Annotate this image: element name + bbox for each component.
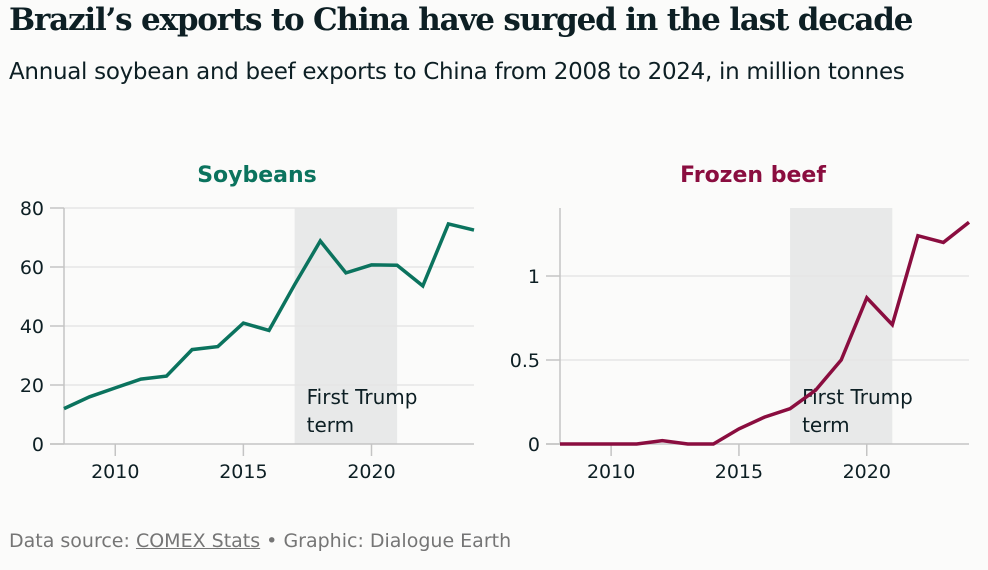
data-point (216, 345, 220, 349)
footer: Data source: COMEX Stats • Graphic: Dial… (9, 530, 511, 552)
data-point (421, 284, 425, 288)
data-point (763, 415, 767, 419)
data-point (293, 283, 297, 287)
x-tick-label: 2010 (91, 461, 139, 483)
data-point (318, 239, 322, 243)
series-line (560, 220, 971, 446)
data-point (686, 442, 690, 446)
data-point (788, 407, 792, 411)
data-point (558, 442, 562, 446)
data-point (814, 388, 818, 392)
data-point (267, 328, 271, 332)
y-tick-label: 0 (32, 434, 44, 456)
data-point (967, 220, 971, 224)
data-point (472, 228, 476, 232)
data-point (737, 427, 741, 431)
data-point (395, 263, 399, 267)
credit: Graphic: Dialogue Earth (283, 530, 512, 552)
data-point (190, 348, 194, 352)
data-point (113, 386, 117, 390)
y-tick-label: 80 (20, 198, 44, 220)
data-point (241, 321, 245, 325)
y-tick-label: 20 (20, 375, 44, 397)
shaded-region (790, 208, 893, 444)
data-point (941, 240, 945, 244)
data-point (88, 395, 92, 399)
annotation-label: term (802, 413, 850, 437)
data-point (609, 442, 613, 446)
x-tick-label: 2020 (843, 461, 891, 483)
source-link[interactable]: COMEX Stats (135, 530, 261, 552)
panel-title: Frozen beef (680, 163, 826, 188)
data-point (711, 442, 715, 446)
data-point (344, 271, 348, 275)
chart-subtitle: Annual soybean and beef exports to China… (9, 59, 905, 85)
chart-title: Brazil’s exports to China have surged in… (9, 2, 913, 38)
x-tick-label: 2010 (587, 461, 635, 483)
data-point (62, 407, 66, 411)
y-tick-label: 0.5 (510, 350, 540, 372)
charts-area: Soybeans 0 20 40 60 80 2010 2015 2020 First Trump… (20, 163, 971, 483)
x-tick-label: 2015 (715, 461, 763, 483)
data-point (584, 442, 588, 446)
annotation-label: term (307, 413, 355, 437)
y-tick-label: 40 (20, 316, 44, 338)
y-tick-label: 60 (20, 257, 44, 279)
data-point (635, 442, 639, 446)
series-line (63, 221, 475, 411)
data-point (839, 358, 843, 362)
x-tick-label: 2020 (347, 461, 395, 483)
data-point (139, 377, 143, 381)
data-point (660, 439, 664, 443)
data-point (865, 296, 869, 300)
y-tick-label: 1 (528, 266, 540, 288)
x-tick-label: 2015 (219, 461, 267, 483)
annotation-label: First Trump (307, 385, 418, 409)
data-point (370, 263, 374, 267)
annotation-label: First Trump (802, 385, 913, 409)
panel-frozen-beef: Frozen beef 0 0.5 1 2010 2015 2020 First Trump t… (510, 163, 971, 483)
data-point (916, 234, 920, 238)
source-prefix: Data source: (9, 530, 136, 552)
data-point (165, 374, 169, 378)
separator: • (260, 530, 284, 552)
data-point (446, 222, 450, 226)
data-point (890, 323, 894, 327)
panel-title: Soybeans (197, 163, 317, 188)
y-tick-label: 0 (528, 434, 540, 456)
panel-soybeans: Soybeans 0 20 40 60 80 2010 2015 2020 First Trump… (20, 163, 476, 483)
